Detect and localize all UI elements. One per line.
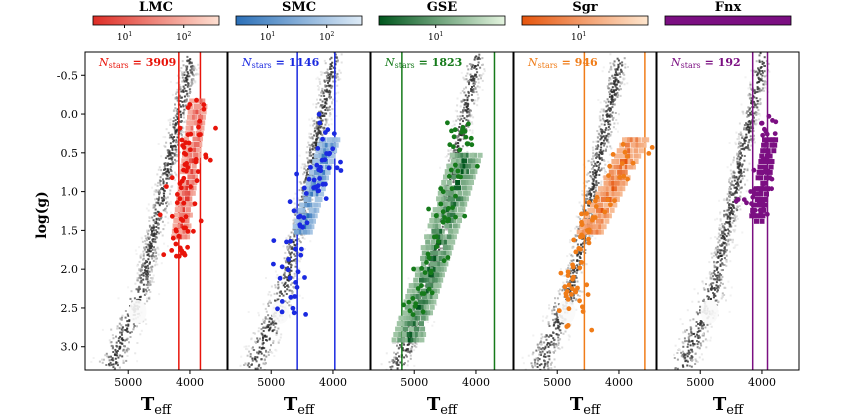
y-tick-label: 3.0: [61, 341, 79, 354]
x-tick-label: 5000: [257, 376, 285, 389]
y-tick-label: 1.0: [61, 186, 79, 199]
n-stars-label: Nstars = 3909: [98, 56, 176, 70]
panel-title: Fnx: [715, 0, 742, 15]
y-tick-label: 1.5: [61, 224, 79, 237]
x-axis-label: Teff: [284, 394, 316, 418]
background-density: [239, 52, 343, 370]
x-axis-label-sub: eff: [726, 403, 745, 418]
panel-frame: [227, 51, 371, 371]
panel-frame: [84, 51, 228, 371]
x-tick-label: 4000: [748, 376, 776, 389]
plot-area: [380, 52, 496, 370]
x-axis-label-sub: eff: [297, 403, 316, 418]
colorbar-tick-label: 101: [571, 31, 586, 43]
x-axis-label: Teff: [570, 394, 602, 418]
colorbar-tick-label: 101: [117, 31, 132, 43]
y-tick-label: -0.5: [57, 69, 78, 82]
colorbar: [664, 15, 792, 26]
x-axis-label: Teff: [427, 394, 459, 418]
y-tick-label: 0.5: [61, 147, 79, 160]
y-tick-label: 2.0: [61, 263, 79, 276]
plot-area: [667, 52, 779, 370]
panel-title: LMC: [139, 0, 173, 15]
y-tick-label: 0.0: [61, 108, 79, 121]
population-scatter: [556, 141, 655, 333]
colorbar-tick-label: 102: [319, 31, 334, 43]
population-scatter: [157, 97, 218, 259]
population-scatter: [401, 120, 480, 317]
colorbar-tick-label: 101: [428, 31, 443, 43]
y-axis-label: log(g): [34, 191, 50, 238]
colorbar: [521, 15, 649, 26]
background-density: [521, 53, 629, 370]
x-tick-label: 5000: [114, 376, 142, 389]
n-stars-label: Nstars = 946: [527, 56, 598, 70]
panel-title: GSE: [427, 0, 457, 15]
x-axis-label-sub: eff: [583, 403, 602, 418]
plot-area: [521, 52, 655, 370]
x-tick-label: 5000: [400, 376, 428, 389]
plot-area: [90, 52, 218, 370]
colorbar-tick-label: 101: [260, 31, 275, 43]
n-stars-label: Nstars = 1146: [241, 56, 320, 70]
panel-frame: [370, 51, 514, 371]
panel-title: SMC: [282, 0, 316, 15]
x-tick-label: 4000: [319, 376, 347, 389]
colorbar: [235, 15, 363, 26]
y-tick-label: 2.5: [61, 302, 79, 315]
colorbar: [92, 15, 220, 26]
population-histogram: [576, 137, 650, 235]
population-scatter: [271, 111, 344, 317]
colorbar: [378, 15, 506, 26]
n-stars-label: Nstars = 1823: [384, 56, 462, 70]
x-tick-label: 4000: [176, 376, 204, 389]
x-axis-label: Teff: [141, 394, 173, 418]
panel-title: Sgr: [572, 0, 597, 15]
population-scatter: [733, 113, 779, 217]
plot-area: [239, 52, 344, 370]
x-tick-label: 4000: [462, 376, 490, 389]
panel-frame: [656, 51, 800, 371]
x-axis-label-sub: eff: [440, 403, 459, 418]
panel-frame: [513, 51, 657, 371]
x-tick-label: 5000: [543, 376, 571, 389]
x-tick-label: 4000: [605, 376, 633, 389]
colorbar-tick-label: 102: [176, 31, 191, 43]
x-axis-label-sub: eff: [154, 403, 173, 418]
x-tick-label: 5000: [686, 376, 714, 389]
x-axis-label: Teff: [713, 394, 745, 418]
n-stars-label: Nstars = 192: [670, 56, 741, 70]
